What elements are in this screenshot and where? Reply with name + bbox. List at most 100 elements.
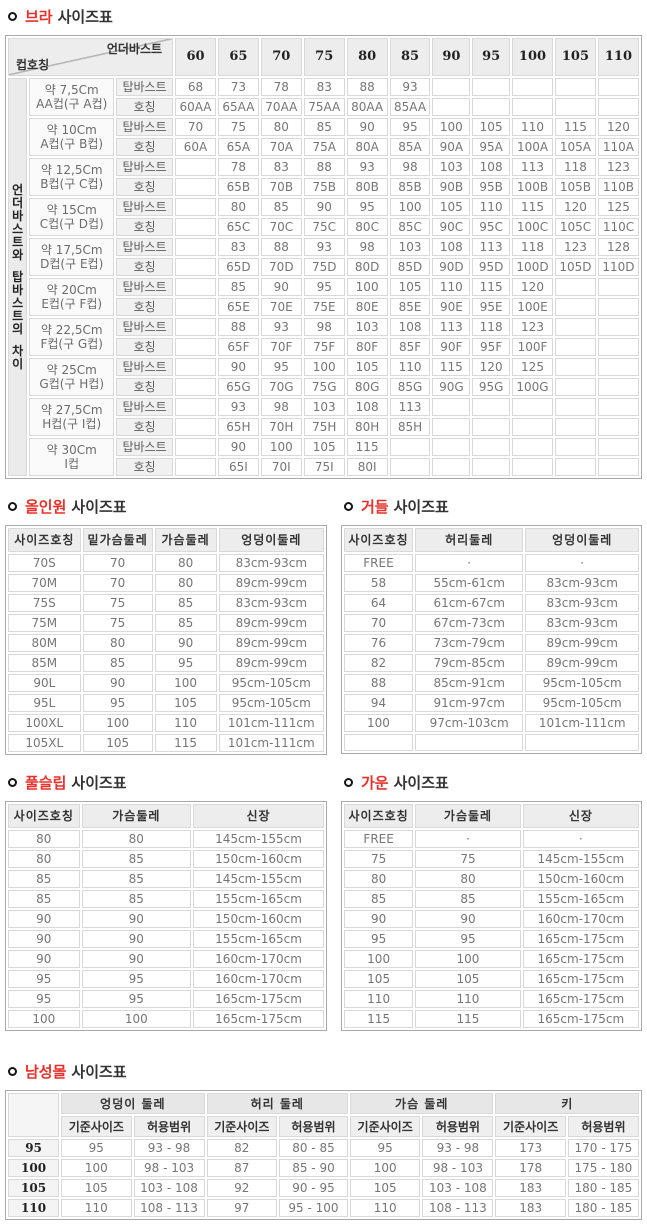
mens-cell: 183 (495, 1179, 566, 1197)
girdle-section-title: 거들 사이즈표 (344, 496, 642, 517)
allinone-cell: 83cm-93cm (218, 554, 324, 572)
bra-topbust-value: 105 (303, 438, 345, 456)
mens-row: 95 95 93 - 98 82 80 - 85 95 93 - 98 173 170 - 17… (8, 1139, 639, 1157)
girdle-row: 64 61cm-67cm 83cm-93cm (344, 594, 639, 612)
mens-sub-header: 기준사이즈 (495, 1116, 566, 1137)
bra-corner-cup-label: 컵호칭 (16, 58, 50, 72)
bra-topbust-value (597, 78, 639, 96)
mens-cell: 93 - 98 (133, 1139, 205, 1157)
gown-row: 100 100 165cm-175cm (344, 950, 639, 968)
gown-section-title: 가운 사이즈표 (344, 772, 642, 793)
bra-topbust-value (472, 398, 511, 416)
girdle-cell (344, 734, 413, 751)
fullslip-cell: 80 (8, 830, 80, 848)
bra-name-value: 80F (346, 338, 388, 356)
allinone-cell: 105 (154, 694, 217, 712)
bra-name-value (472, 418, 511, 436)
bra-name-value: 65AA (217, 98, 259, 116)
girdle-cell: 89cm-99cm (525, 654, 639, 672)
gown-cell: 165cm-175cm (522, 1010, 639, 1028)
bra-topbust-value (512, 78, 553, 96)
bra-name-value: 95E (472, 298, 511, 316)
girdle-cell: 97cm-103cm (414, 714, 524, 732)
mens-cell: 105 (61, 1179, 132, 1197)
bra-topbust-value: 113 (389, 398, 431, 416)
bra-topbust-value (512, 438, 553, 456)
bra-topbust-value: 105 (389, 278, 431, 296)
bra-topbust-value: 120 (472, 358, 511, 376)
mens-cell: 175 - 180 (567, 1159, 639, 1177)
fullslip-cell: 95 (81, 990, 192, 1008)
girdle-row: 58 55cm-61cm 83cm-93cm (344, 574, 639, 592)
bra-topbust-value: 93 (303, 238, 345, 256)
mens-cell: 110 (349, 1199, 421, 1217)
bra-topbust-value: 108 (432, 238, 471, 256)
girdle-cell: 83cm-93cm (525, 574, 639, 592)
bra-name-value: 90A (432, 138, 471, 156)
bra-name-value (175, 218, 216, 236)
bra-name-value: 80C (346, 218, 388, 236)
row-allinone-girdle: 올인원 사이즈표 사이즈호칭 밑가슴둘레 가슴둘레 엉덩이둘레 70S 70 80 83cm-… (5, 493, 642, 755)
girdle-cell: 61cm-67cm (414, 594, 524, 612)
fullslip-row: 90 90 155cm-165cm (8, 930, 324, 948)
bra-topbust-value: 83 (260, 158, 302, 176)
fullslip-row: 90 90 150cm-160cm (8, 910, 324, 928)
gown-size-table: 사이즈호칭 가슴둘레 신장 FREE · · 75 75 145cm-155cm 80 80 150c… (341, 801, 642, 1031)
girdle-row: FREE · · (344, 554, 639, 572)
bra-name-value: 65D (217, 258, 259, 276)
allinone-row: 70S 70 80 83cm-93cm (8, 554, 324, 572)
bra-header-row: 언더바스트 컵호칭 60 65 70 75 80 85 90 95 100 105 110 (8, 38, 639, 76)
bra-topbust-value: 115 (346, 438, 388, 456)
bra-cup-label: 약 22,5Cm F컵(구 G컵) (29, 318, 115, 356)
allinone-row: 95L 95 105 95cm-105cm (8, 694, 324, 712)
bra-topbust-value: 68 (175, 78, 216, 96)
gown-header-row: 사이즈호칭 가슴둘레 신장 (344, 804, 639, 828)
bra-topbust-value: 73 (217, 78, 259, 96)
bra-name-value: 80G (346, 378, 388, 396)
allinone-cell: 101cm-111cm (218, 734, 324, 752)
bra-name-value (175, 178, 216, 196)
bra-cup-label: 약 12,5Cm B컵(구 C컵) (29, 158, 115, 196)
bra-size-column-header: 110 (597, 38, 639, 76)
fullslip-cell: 90 (8, 950, 80, 968)
allinone-cell: 70 (82, 574, 153, 592)
bra-name-value: 90F (432, 338, 471, 356)
bra-topbust-row: 약 27,5Cm H컵(구 I컵) 탑바스트 93 98 103 108 113 (8, 398, 639, 436)
allinone-cell: 89cm-99cm (218, 654, 324, 672)
gown-cell: 100 (415, 950, 521, 968)
allinone-cell: 83cm-93cm (218, 594, 324, 612)
mens-cell: 95 - 100 (279, 1199, 348, 1217)
bra-name-value (597, 378, 639, 396)
allinone-title-rest: 사이즈표 (71, 498, 127, 516)
allinone-cell: 75M (8, 614, 81, 632)
bra-name-value: 70I (260, 458, 302, 476)
girdle-section: 거들 사이즈표 사이즈호칭 허리둘레 엉덩이둘레 FREE · · 58 55cm-61cm 8… (341, 493, 642, 754)
bra-topbust-value (597, 438, 639, 456)
bra-size-column-header: 95 (472, 38, 511, 76)
bra-name-value: 105C (554, 218, 596, 236)
allinone-row: 100XL 100 110 101cm-111cm (8, 714, 324, 732)
bra-topbust-value: 75 (217, 118, 259, 136)
allinone-cell: 85M (8, 654, 81, 672)
bra-topbust-value (554, 398, 596, 416)
gown-cell: 75 (415, 850, 521, 868)
fullslip-cell: 145cm-155cm (193, 830, 324, 848)
allinone-cell: 95L (8, 694, 81, 712)
allinone-cell: 70S (8, 554, 81, 572)
mens-cell: 98 - 103 (133, 1159, 205, 1177)
bra-name-value: 65G (217, 378, 259, 396)
bra-topbust-value (432, 398, 471, 416)
bra-name-value (472, 98, 511, 116)
bra-topbust-value: 118 (554, 158, 596, 176)
bra-name-row: 호칭 65C 70C 75C 80C 85C 90C 95C 100C 105C 110C (8, 218, 639, 236)
gown-cell: 90 (344, 910, 414, 928)
bra-name-value: 95C (472, 218, 511, 236)
bra-topbust-value: 83 (303, 78, 345, 96)
mens-cell: 100 (61, 1159, 132, 1177)
bra-topbust-value: 103 (432, 158, 471, 176)
bra-topbust-value: 88 (260, 238, 302, 256)
bra-topbust-value: 123 (597, 158, 639, 176)
girdle-size-table: 사이즈호칭 허리둘레 엉덩이둘레 FREE · · 58 55cm-61cm 83cm-93cm… (341, 525, 642, 754)
bra-title-rest: 사이즈표 (57, 8, 113, 26)
bra-name-value (512, 418, 553, 436)
